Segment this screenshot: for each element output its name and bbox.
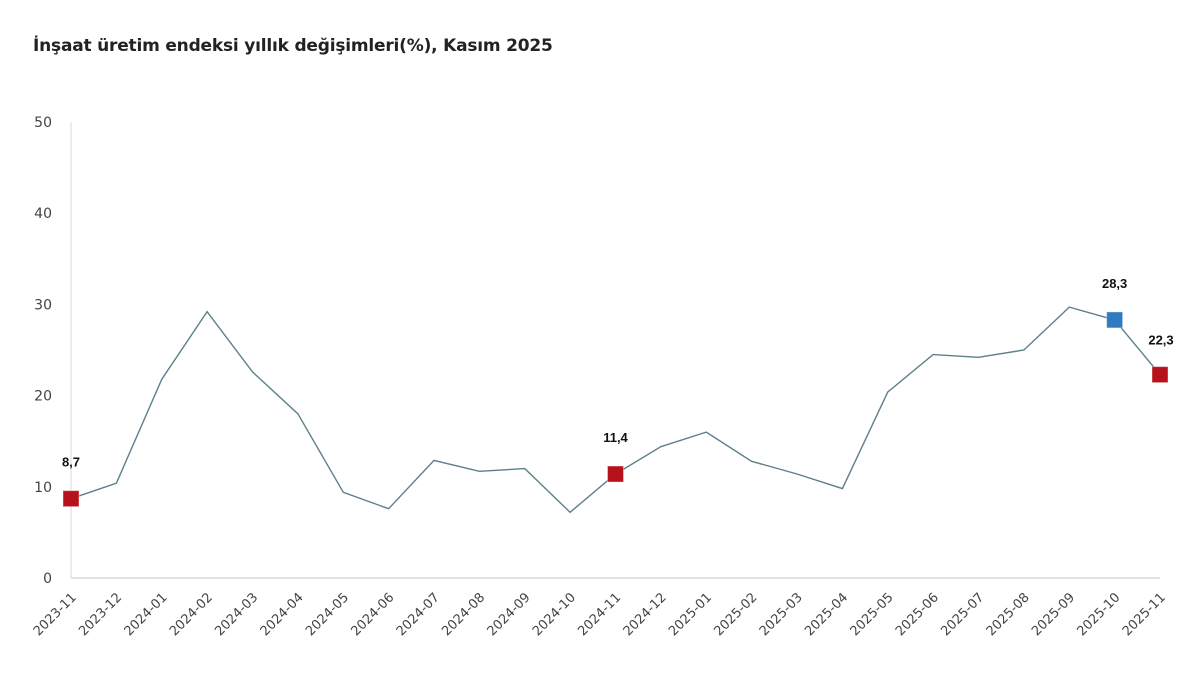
x-tick-label: 2024-02 [167, 590, 216, 639]
x-tick-label: 2025-01 [666, 590, 715, 639]
x-tick-label: 2023-11 [31, 590, 80, 639]
highlight-marker[interactable] [1106, 311, 1124, 329]
x-tick-label: 2025-11 [1120, 590, 1169, 639]
y-tick-label: 0 [43, 571, 52, 587]
highlight-marker[interactable] [62, 490, 80, 508]
data-label: 22,3 [1148, 333, 1173, 348]
x-tick-label: 2024-04 [258, 590, 307, 639]
x-tick-label: 2024-08 [439, 590, 488, 639]
x-tick-label: 2025-02 [711, 590, 760, 639]
x-tick-label: 2024-07 [394, 590, 443, 639]
y-tick-label: 20 [34, 389, 52, 405]
y-axis: 0 10 20 30 40 50 [34, 115, 72, 587]
x-tick-label: 2024-05 [303, 590, 352, 639]
y-tick-label: 30 [34, 297, 52, 313]
x-axis: 2023-112023-122024-012024-022024-032024-… [31, 577, 1169, 639]
x-tick-label: 2025-06 [893, 590, 942, 639]
x-tick-label: 2025-09 [1029, 590, 1078, 639]
highlight-marker[interactable] [1151, 366, 1169, 384]
x-tick-label: 2025-04 [802, 590, 851, 639]
highlight-marker[interactable] [607, 465, 624, 483]
x-tick-label: 2024-01 [122, 590, 171, 639]
x-tick-label: 2025-07 [938, 590, 987, 639]
x-tick-label: 2024-03 [212, 590, 261, 639]
x-tick-label: 2024-12 [621, 590, 670, 639]
y-tick-label: 10 [34, 480, 52, 496]
x-tick-label: 2025-03 [757, 590, 806, 639]
y-tick-label: 50 [34, 115, 52, 131]
x-tick-label: 2024-09 [485, 590, 534, 639]
y-tick-label: 40 [34, 206, 52, 222]
x-tick-label: 2025-05 [848, 590, 897, 639]
x-tick-label: 2025-08 [984, 590, 1033, 639]
x-tick-label: 2024-11 [575, 590, 624, 639]
data-label: 28,3 [1102, 276, 1127, 291]
x-tick-label: 2024-10 [530, 590, 579, 639]
x-tick-label: 2023-12 [76, 590, 125, 639]
x-tick-label: 2024-06 [348, 590, 397, 639]
chart-title: İnşaat üretim endeksi yıllık değişimleri… [33, 36, 553, 56]
highlight-markers: 8,7 11,4 28,3 22,3 [62, 276, 1174, 508]
x-tick-label: 2025-10 [1074, 590, 1123, 639]
data-label: 11,4 [603, 430, 628, 445]
data-label: 8,7 [62, 455, 80, 470]
